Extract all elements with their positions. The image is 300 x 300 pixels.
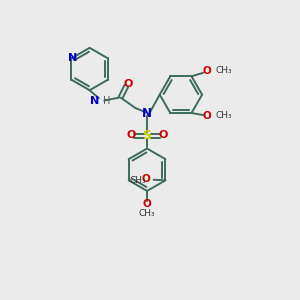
Text: S: S <box>142 129 152 142</box>
Text: O: O <box>203 66 212 76</box>
Text: O: O <box>126 130 136 140</box>
Text: N: N <box>142 107 152 120</box>
Text: O: O <box>159 130 168 140</box>
Text: O: O <box>123 79 133 89</box>
Text: O: O <box>141 174 150 184</box>
Text: N: N <box>68 52 77 62</box>
Text: H: H <box>103 95 110 106</box>
Text: CH₃: CH₃ <box>139 208 155 217</box>
Text: CH₃: CH₃ <box>129 176 146 185</box>
Text: O: O <box>203 111 212 121</box>
Text: O: O <box>143 199 152 209</box>
Text: N: N <box>90 95 99 106</box>
Text: CH₃: CH₃ <box>215 111 232 120</box>
Text: CH₃: CH₃ <box>215 67 232 76</box>
